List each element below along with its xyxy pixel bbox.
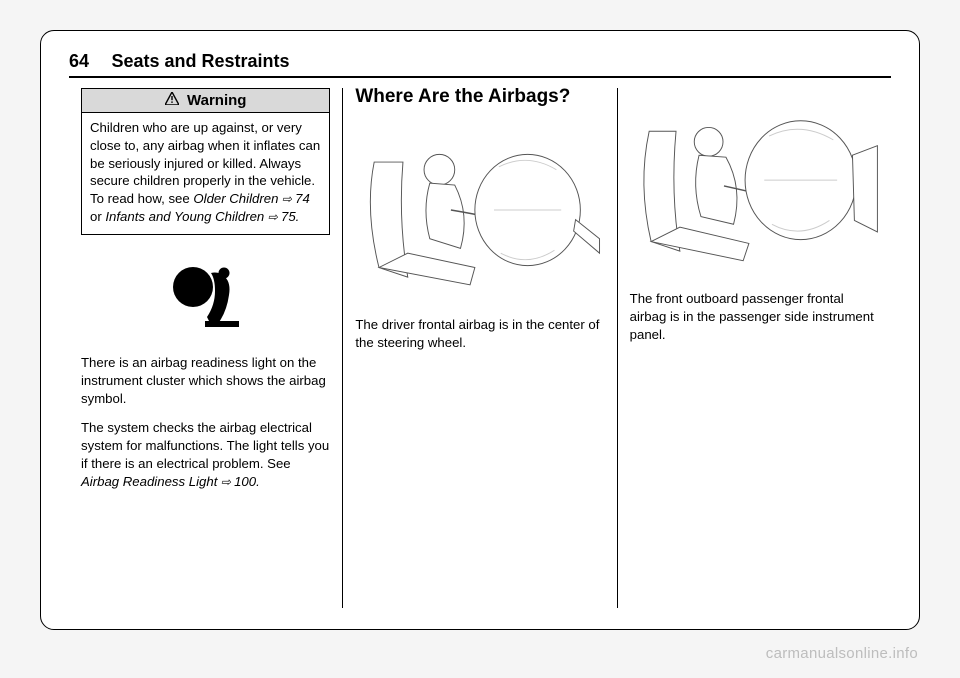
page-number: 64 [69, 51, 89, 71]
warning-body: Children who are up against, or very clo… [82, 113, 329, 234]
column-1: Warning Children who are up against, or … [69, 88, 342, 608]
warning-heading: Warning [82, 89, 329, 113]
column-2: Where Are the Airbags? [342, 88, 616, 608]
warning-ref-2: Infants and Young Children [105, 209, 264, 224]
section-title: Seats and Restraints [111, 51, 289, 71]
col3-caption: The front outboard passenger frontal air… [630, 290, 879, 343]
warning-heading-text: Warning [187, 92, 246, 109]
column-3: The front outboard passenger frontal air… [617, 88, 891, 608]
watermark: carmanualsonline.info [766, 645, 918, 662]
passenger-airbag-illustration [630, 94, 879, 274]
col1-para-2: The system checks the airbag electrical … [81, 419, 330, 490]
col1-p2-page: 100. [234, 474, 260, 489]
warning-ref-1-page: 74 [295, 191, 310, 206]
col1-para-1: There is an airbag readiness light on th… [81, 354, 330, 407]
manual-page: 64 Seats and Restraints Warning Children… [40, 30, 920, 630]
warning-ref-2-page: 75. [281, 209, 299, 224]
xref-icon: ⇨ [217, 475, 234, 489]
airbag-symbol-icon [81, 265, 330, 332]
col1-p2-ref: Airbag Readiness Light [81, 474, 217, 489]
warning-box: Warning Children who are up against, or … [81, 88, 330, 235]
driver-airbag-illustration [355, 120, 604, 300]
page-header: 64 Seats and Restraints [69, 51, 891, 78]
warning-triangle-icon [165, 92, 183, 109]
warning-mid: or [90, 209, 105, 224]
columns: Warning Children who are up against, or … [69, 88, 891, 608]
col2-heading: Where Are the Airbags? [355, 86, 604, 108]
col2-caption: The driver frontal airbag is in the cent… [355, 316, 604, 352]
xref-icon: ⇨ [278, 192, 295, 206]
warning-ref-1: Older Children [193, 191, 278, 206]
col1-p2-text: The system checks the airbag electrical … [81, 420, 329, 471]
xref-icon: ⇨ [264, 210, 281, 224]
